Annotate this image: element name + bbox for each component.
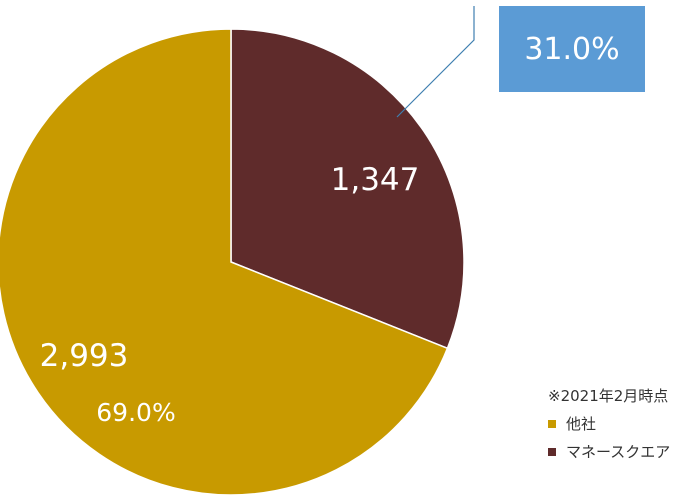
legend: ※2021年2月時点 他社 マネースクエア	[548, 382, 670, 466]
legend-item-moneysquare: マネースクエア	[548, 438, 670, 466]
callout-box	[499, 6, 645, 92]
legend-label-moneysquare: マネースクエア	[566, 443, 671, 461]
value-label-moneysquare: 1,347	[331, 162, 420, 198]
legend-swatch-moneysquare	[548, 448, 556, 456]
callout-percent-label: 31.0%	[524, 32, 619, 67]
callout-leader-line	[396, 6, 475, 118]
slice-other	[0, 28, 449, 496]
percent-label-other: 69.0%	[96, 398, 175, 427]
legend-note: ※2021年2月時点	[548, 387, 669, 405]
value-label-other: 2,993	[40, 338, 129, 374]
legend-label-other: 他社	[566, 415, 597, 433]
legend-item-other: 他社	[548, 410, 670, 438]
legend-swatch-other	[548, 420, 556, 428]
